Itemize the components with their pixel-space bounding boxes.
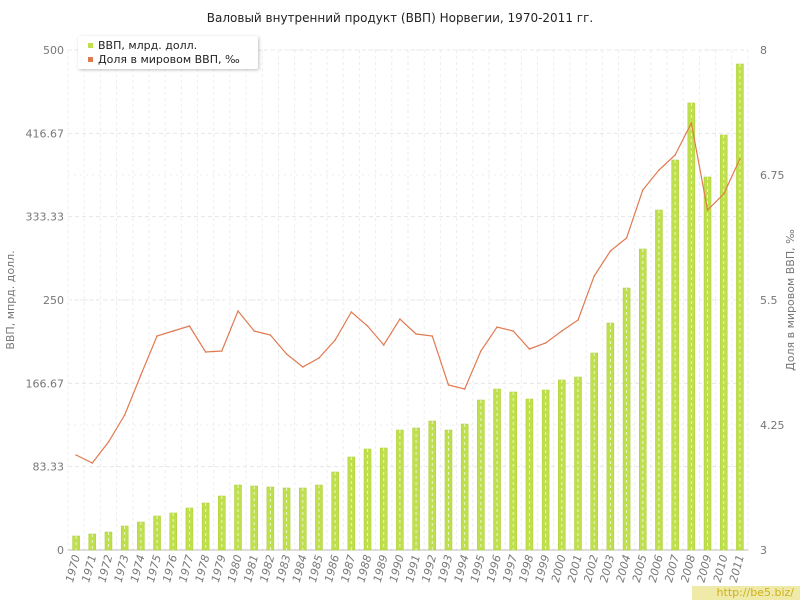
line-point <box>431 335 434 337</box>
bar <box>153 515 161 551</box>
line-point <box>91 462 94 464</box>
line-point <box>512 330 515 332</box>
line-point <box>221 350 223 352</box>
line-point <box>593 275 595 277</box>
left-tick-label: 0 <box>57 544 64 557</box>
line-point <box>609 250 612 252</box>
legend: ВВП, млрд. долл. Доля в мировом ВВП, ‰ <box>78 36 258 69</box>
line-point <box>156 335 158 337</box>
left-tick-label: 416.67 <box>26 127 65 140</box>
grid-lines <box>67 49 749 551</box>
line-point <box>447 384 450 386</box>
chart-title: Валовый внутренний продукт (ВВП) Норвеги… <box>207 11 593 25</box>
right-axis-ticks: 3 4.25 5.5 6.75 8 <box>760 44 785 557</box>
line-point <box>318 357 320 359</box>
line-point <box>140 374 142 376</box>
line-point <box>107 441 110 443</box>
line-point <box>641 189 644 191</box>
series-line <box>75 121 741 464</box>
line-point <box>463 388 466 390</box>
line-point <box>350 311 353 313</box>
left-tick-label: 166.67 <box>26 377 65 390</box>
line-point <box>577 319 579 321</box>
line-point <box>188 325 191 327</box>
left-tick-label: 250 <box>43 294 64 307</box>
left-tick-label: 83.33 <box>33 461 65 474</box>
line-point <box>172 330 175 332</box>
line-point <box>399 318 401 320</box>
legend-swatch-gdp <box>88 43 93 48</box>
line-point <box>739 158 741 160</box>
line-point <box>237 310 239 312</box>
line-point <box>706 209 709 211</box>
right-tick-label: 6.75 <box>760 169 785 182</box>
watermark: http://be5.biz/ <box>692 586 800 600</box>
line-point <box>366 325 369 327</box>
line-point <box>334 339 336 341</box>
line-point <box>285 353 288 355</box>
left-axis-ticks: 0 83.33 166.67 250 333.33 416.67 500 <box>26 44 65 557</box>
legend-label-share: Доля в мировом ВВП, ‰ <box>98 53 240 66</box>
line-point <box>658 169 660 171</box>
left-axis-label: ВВП, мпрд. долл. <box>4 250 17 349</box>
line-point <box>674 154 676 156</box>
share-line <box>75 121 741 464</box>
right-tick-label: 3 <box>760 544 767 557</box>
line-point <box>269 334 272 336</box>
line-point <box>561 330 563 332</box>
legend-label-gdp: ВВП, млрд. долл. <box>98 39 198 52</box>
right-axis-label: Доля в мировом ВВП, ‰ <box>784 229 797 371</box>
left-tick-label: 500 <box>43 44 64 57</box>
right-tick-label: 5.5 <box>760 294 778 307</box>
right-tick-label: 4.25 <box>760 419 785 432</box>
line-point <box>625 237 628 239</box>
left-tick-label: 333.33 <box>26 211 65 224</box>
line-point <box>415 333 417 335</box>
watermark-text: http://be5.biz/ <box>716 586 794 599</box>
line-point <box>204 351 207 353</box>
legend-swatch-share <box>88 57 93 62</box>
line-point <box>544 342 547 344</box>
line-point <box>382 344 385 346</box>
line-point <box>690 122 693 124</box>
right-tick-label: 8 <box>760 44 767 57</box>
line-point <box>528 348 531 350</box>
line-point <box>75 454 77 456</box>
gdp-bars <box>72 63 744 551</box>
line-point <box>496 326 498 328</box>
line-point <box>480 350 482 352</box>
line-point <box>722 193 725 195</box>
x-axis-ticks: 1970197119721973197419751976197719781979… <box>63 553 747 583</box>
line-point <box>301 366 304 368</box>
line-point <box>123 414 126 416</box>
line-point <box>253 330 255 332</box>
